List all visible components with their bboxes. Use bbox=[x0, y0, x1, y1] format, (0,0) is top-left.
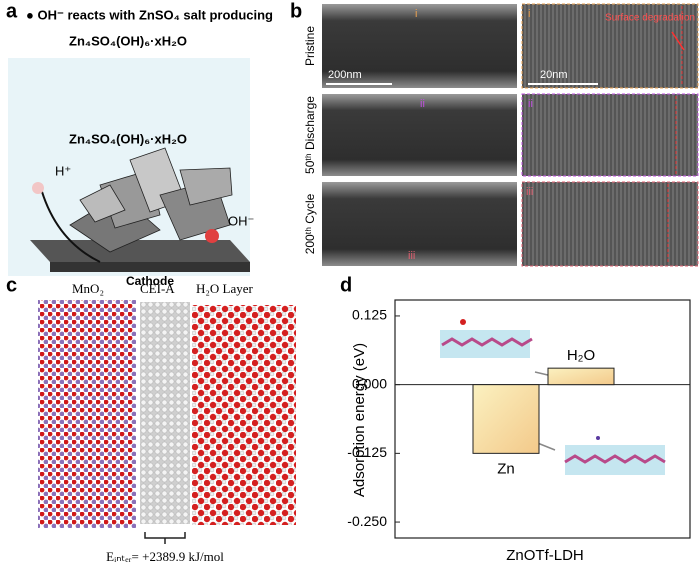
marker: ii bbox=[420, 98, 425, 110]
panel-label: c bbox=[6, 274, 17, 296]
brace bbox=[144, 532, 186, 544]
marker: iii bbox=[408, 250, 415, 262]
bar-label: Zn bbox=[497, 460, 515, 477]
panel-label: d bbox=[340, 274, 352, 296]
cathode-side bbox=[50, 262, 250, 272]
y-tick-label: 0.000 bbox=[352, 375, 387, 391]
product: Zn₄SO₄(OH)₆·xH₂O bbox=[69, 33, 187, 48]
energy: Eᵢₙₜₑᵣ= +2389.9 kJ/mol bbox=[106, 549, 224, 564]
marker: ii bbox=[528, 98, 533, 110]
cathode bbox=[30, 240, 250, 262]
panel-b: b Pristine 50ᵗʰ Discharge 200ᵗʰ Cycle i … bbox=[290, 0, 699, 267]
plot-frame bbox=[394, 299, 691, 539]
y-tick-label: 0.125 bbox=[352, 307, 387, 323]
layer-label: CEI-A bbox=[140, 281, 175, 296]
panel-label: b bbox=[290, 0, 302, 22]
panel-d: d Adsorption energy (eV) ZnOTf-LDH bbox=[340, 274, 691, 564]
hrtem-image bbox=[521, 3, 699, 89]
annotation: Surface degradation bbox=[605, 13, 695, 24]
hrtem-image bbox=[521, 181, 699, 267]
water-layer bbox=[192, 305, 296, 525]
cei-layer bbox=[140, 302, 190, 524]
y-tick-label: -0.125 bbox=[347, 444, 387, 460]
hydroxide-icon bbox=[205, 229, 219, 243]
hrtem-image bbox=[521, 93, 699, 177]
bar bbox=[472, 384, 540, 454]
marker: iii bbox=[526, 186, 533, 198]
tem-image bbox=[322, 94, 517, 176]
ldh-sheets bbox=[69, 147, 233, 253]
y-tick-label: -0.250 bbox=[347, 513, 387, 529]
inner-label: Zn₄SO₄(OH)₆·xH₂O bbox=[69, 131, 187, 146]
layer-label: H₂O Layer bbox=[196, 281, 254, 296]
scale-label: 200nm bbox=[328, 69, 362, 81]
scale-label: 20nm bbox=[540, 69, 568, 81]
molecule-inset bbox=[524, 436, 666, 475]
proton-icon bbox=[32, 182, 44, 194]
panel-label: a bbox=[6, 0, 18, 22]
x-axis-label: ZnOTf-LDH bbox=[506, 547, 584, 564]
arrow bbox=[39, 184, 101, 263]
row-label: 50ᵗʰ Discharge bbox=[303, 96, 317, 174]
mno2-layer bbox=[38, 300, 136, 528]
substrate: Cathode bbox=[126, 274, 174, 288]
annotation-arrow bbox=[671, 31, 685, 51]
panel-c: c MnO₂ CEI-A H₂O Layer Eᵢₙₜₑᵣ= +2389.9 k… bbox=[6, 274, 296, 564]
tem-image bbox=[322, 4, 517, 88]
caption: ● OH⁻ reacts with ZnSO₄ salt producing bbox=[26, 7, 273, 22]
tem-image bbox=[322, 182, 517, 266]
hydroxide: OH⁻ bbox=[228, 213, 254, 228]
panel-a: a ● OH⁻ reacts with ZnSO₄ salt producing… bbox=[6, 0, 273, 288]
bar-label: H₂O bbox=[567, 347, 595, 364]
y-axis-label: Adsorption energy (eV) bbox=[351, 343, 368, 497]
marker: i bbox=[528, 8, 530, 20]
molecule-inset bbox=[440, 319, 553, 377]
marker: i bbox=[415, 8, 417, 20]
layer-label: MnO₂ bbox=[72, 281, 104, 296]
proton: H⁺ bbox=[55, 163, 71, 178]
row-label: 200ᵗʰ Cycle bbox=[303, 193, 317, 254]
row-label: Pristine bbox=[303, 26, 317, 66]
bar bbox=[547, 367, 615, 386]
